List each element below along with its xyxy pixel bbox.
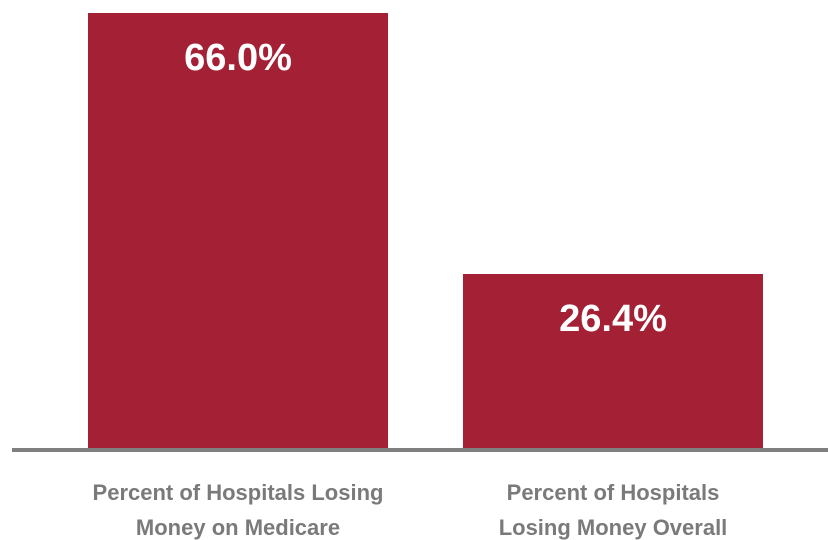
category-label-2-line-2: Losing Money Overall bbox=[499, 515, 728, 540]
category-labels-group: Percent of Hospitals Losing Money on Medi… bbox=[93, 480, 728, 540]
bar-value-label-1: 66.0% bbox=[184, 37, 292, 79]
bar-2 bbox=[463, 274, 763, 448]
bar-value-label-2: 26.4% bbox=[559, 298, 667, 340]
category-label-1-line-2: Money on Medicare bbox=[136, 515, 340, 540]
value-labels-group: 66.0% 26.4% bbox=[184, 37, 667, 340]
bars-group bbox=[88, 13, 763, 448]
category-label-2-line-1: Percent of Hospitals bbox=[507, 480, 720, 505]
category-label-1-line-1: Percent of Hospitals Losing bbox=[93, 480, 384, 505]
bar-1 bbox=[88, 13, 388, 448]
